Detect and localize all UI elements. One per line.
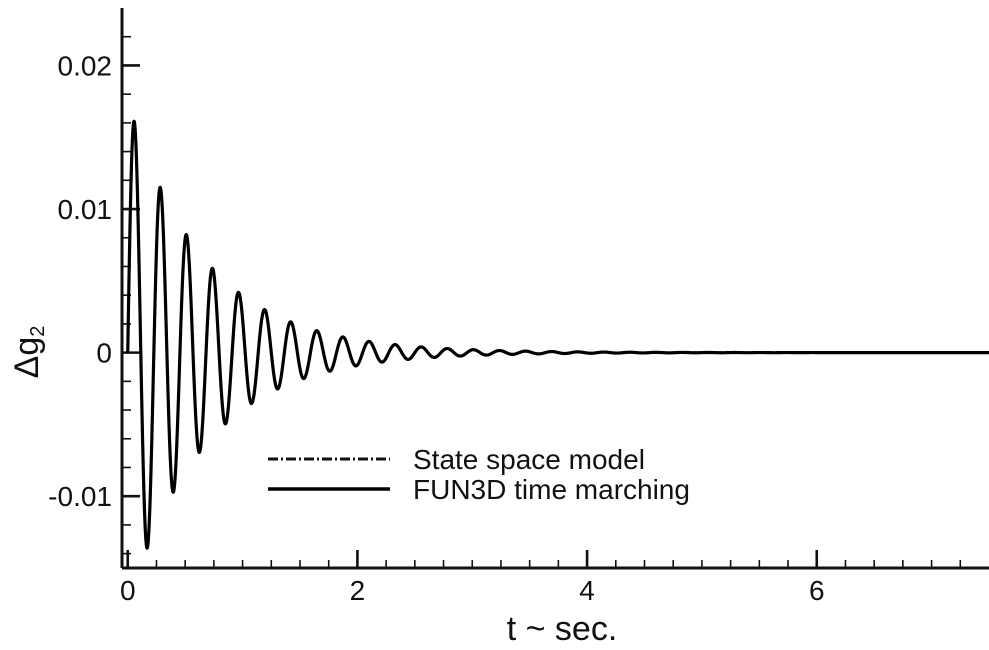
x-axis-label: t ~ sec. bbox=[507, 610, 618, 648]
x-tick-label: 4 bbox=[579, 575, 595, 606]
y-axis-label-group: Δg2 bbox=[8, 326, 49, 379]
y-tick-label: 0 bbox=[96, 338, 112, 369]
y-tick-label: -0.01 bbox=[48, 481, 112, 512]
y-tick-label: 0.02 bbox=[58, 50, 113, 81]
y-axis-label-main: Δg bbox=[8, 337, 46, 379]
series-line-fun3d-time-marching bbox=[126, 119, 989, 550]
x-tick-label: 6 bbox=[809, 575, 825, 606]
y-axis-label: Δg2 bbox=[8, 326, 49, 379]
legend-label-state-space-model: State space model bbox=[413, 444, 645, 475]
legend: State space model FUN3D time marching bbox=[268, 444, 690, 505]
x-tick-label: 0 bbox=[120, 575, 136, 606]
x-tick-label: 2 bbox=[350, 575, 366, 606]
axes: 0 2 4 6 -0.01 0 0.01 0.02 bbox=[48, 8, 989, 606]
legend-label-fun3d-time-marching: FUN3D time marching bbox=[413, 474, 690, 505]
y-axis-label-subscript: 2 bbox=[27, 326, 49, 337]
y-tick-label: 0.01 bbox=[58, 194, 113, 225]
plot-area bbox=[126, 119, 989, 550]
